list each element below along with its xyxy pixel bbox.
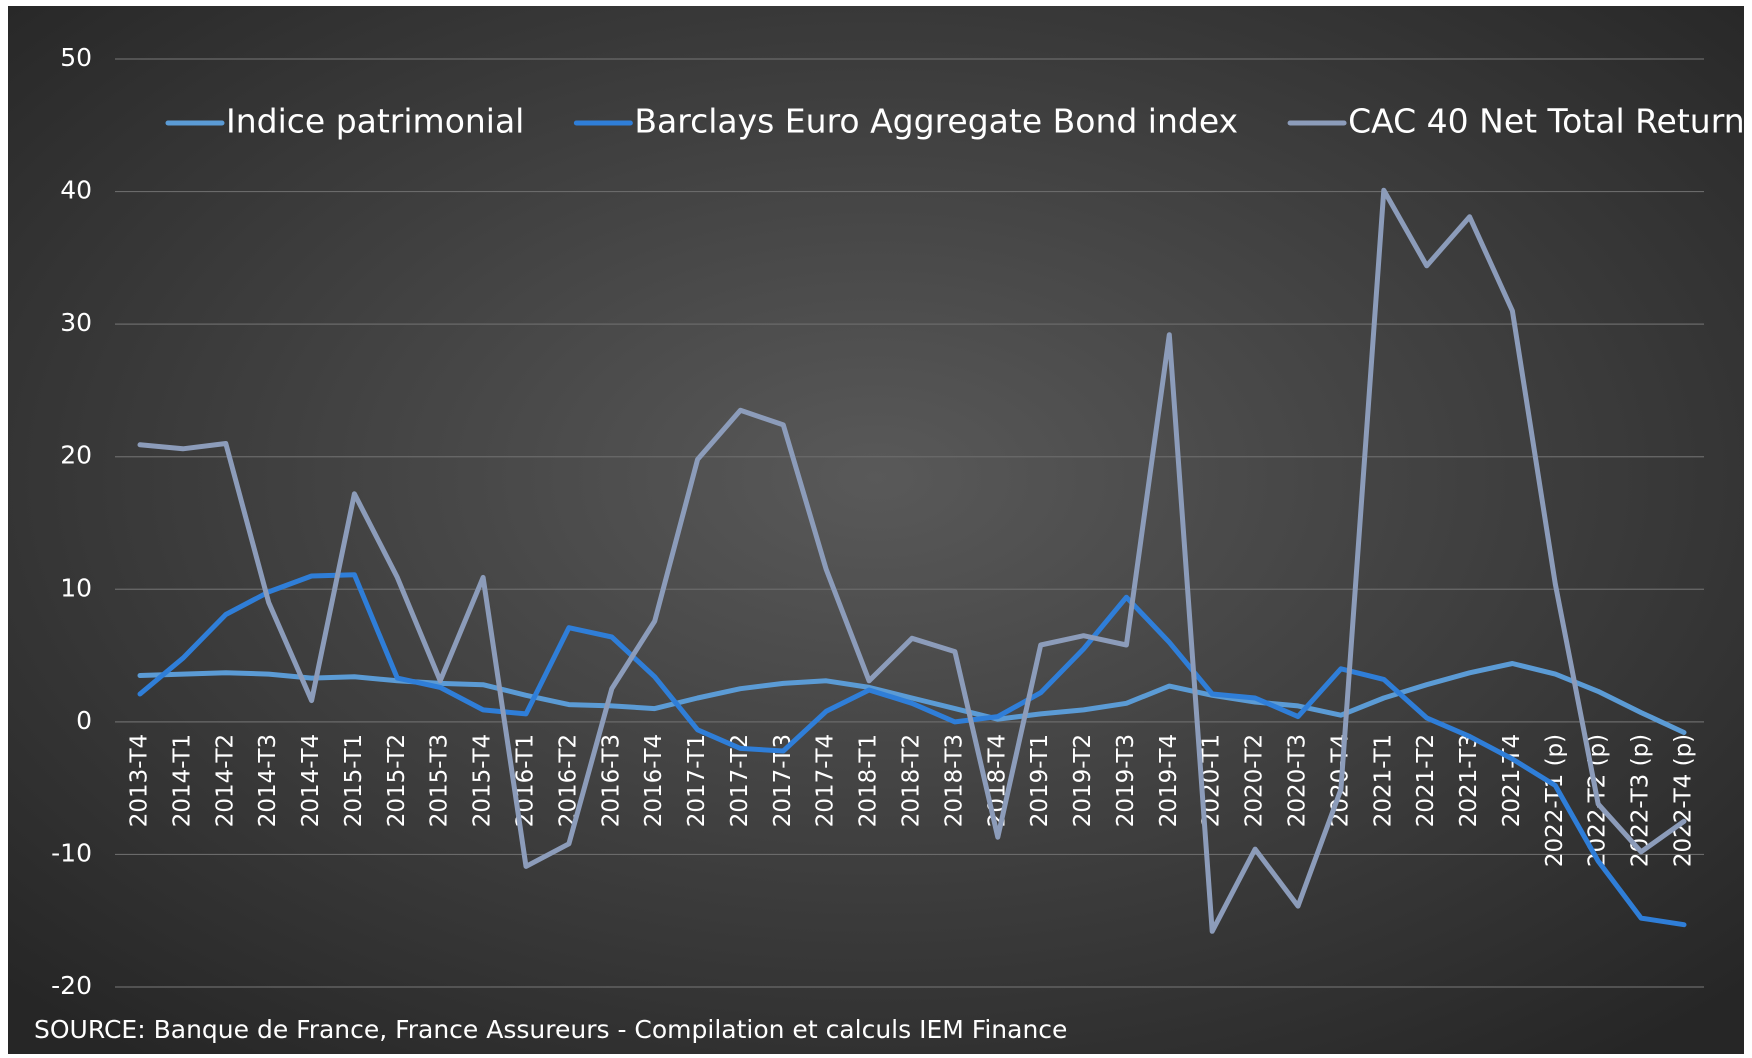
x-tick-label: 2015-T3 [427, 734, 453, 827]
y-tick-label: 50 [60, 43, 92, 72]
series-line [137, 661, 1687, 735]
x-tick-label: 2016-T3 [598, 734, 624, 827]
x-tick-label: 2019-T3 [1113, 734, 1139, 827]
x-tick-label: 2018-T1 [856, 734, 882, 827]
x-tick-label: 2020-T3 [1285, 734, 1311, 827]
x-tick-label: 2022-T4 (p) [1671, 734, 1697, 867]
series-line [137, 572, 1687, 928]
x-tick-label: 2014-T2 [212, 734, 238, 827]
x-tick-label: 2019-T4 [1156, 734, 1182, 827]
x-tick-label: 2014-T1 [169, 734, 195, 827]
x-tick-label: 2014-T3 [255, 734, 281, 827]
x-tick-label: 2020-T2 [1242, 734, 1268, 827]
legend-label: CAC 40 Net Total Return [1348, 102, 1745, 141]
x-tick-label: 2021-T2 [1413, 734, 1439, 827]
background [8, 6, 1744, 1054]
y-tick-label: 0 [76, 706, 92, 735]
x-tick-label: 2019-T2 [1070, 734, 1096, 827]
x-tick-label: 2014-T4 [298, 734, 324, 827]
x-tick-label: 2018-T4 [984, 734, 1010, 827]
x-tick-label: 2021-T1 [1370, 734, 1396, 827]
y-tick-label: 20 [60, 441, 92, 470]
x-tick-label: 2021-T3 [1456, 734, 1482, 827]
x-tick-label: 2017-T4 [813, 734, 839, 827]
x-tick-label: 2018-T3 [941, 734, 967, 827]
x-tick-label: 2015-T4 [470, 734, 496, 827]
y-tick-label: -20 [51, 971, 92, 1000]
x-tick-label: 2018-T2 [899, 734, 925, 827]
y-tick-label: 10 [60, 573, 92, 602]
x-tick-label: 2017-T1 [684, 734, 710, 827]
y-tick-label: -10 [51, 838, 92, 867]
x-tick-label: 2016-T4 [641, 734, 667, 827]
legend-label: Barclays Euro Aggregate Bond index [634, 102, 1238, 141]
x-tick-label: 2015-T1 [341, 734, 367, 827]
legend-label: Indice patrimonial [226, 102, 524, 141]
series-line [137, 187, 1687, 934]
y-tick-label: 40 [60, 176, 92, 205]
x-tick-label: 2019-T1 [1027, 734, 1053, 827]
x-tick-label: 2021-T4 [1499, 734, 1525, 827]
y-tick-label: 30 [60, 308, 92, 337]
x-tick-label: 2015-T2 [384, 734, 410, 827]
x-tick-label: 2017-T3 [770, 734, 796, 827]
x-tick-label: 2013-T4 [127, 734, 153, 827]
source-note: SOURCE: Banque de France, France Assureu… [34, 1015, 1067, 1044]
